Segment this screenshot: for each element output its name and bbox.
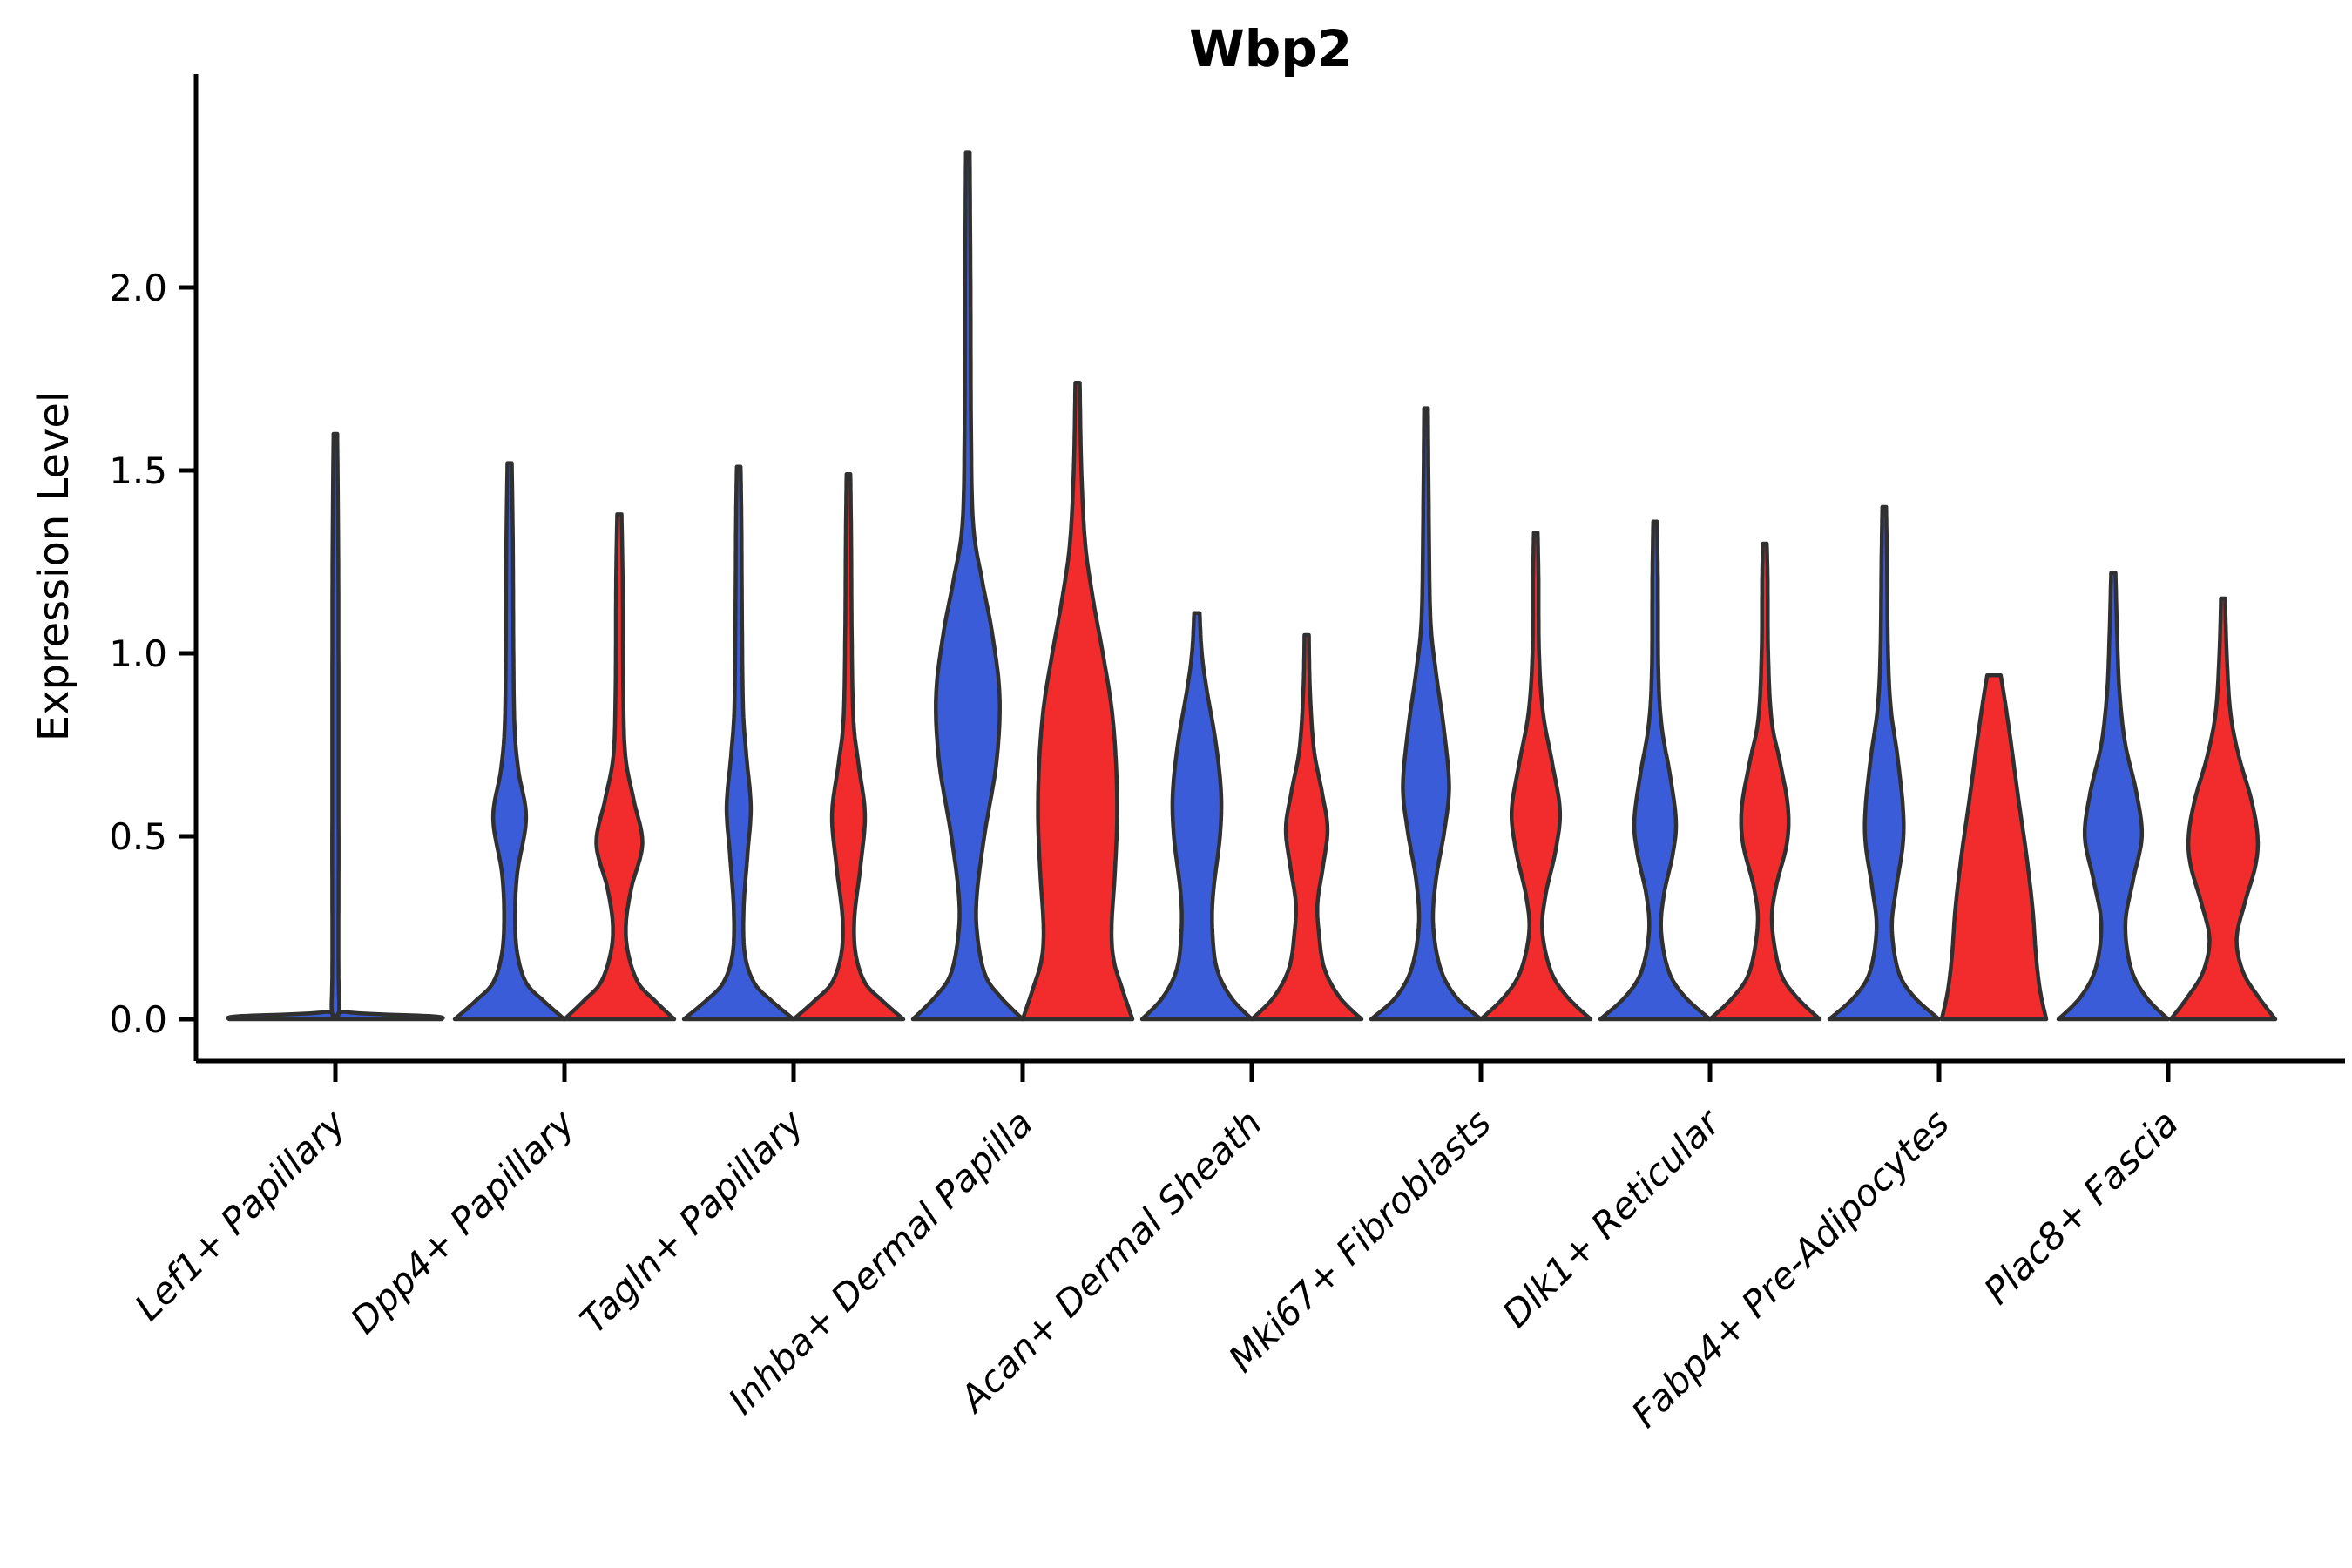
violin-mki67-fibroblasts-red bbox=[1478, 531, 1593, 1022]
y-tick-label: 2.0 bbox=[109, 267, 167, 309]
x-category-label: Lef1+ Papillary bbox=[126, 1101, 355, 1329]
violin-inhba-dermal-papilla-blue bbox=[910, 150, 1025, 1022]
violin-tagln-papillary-blue bbox=[681, 464, 796, 1022]
x-category-label: Plac8+ Fascia bbox=[1976, 1101, 2186, 1312]
violin-dlk1-reticular-blue bbox=[1598, 519, 1713, 1022]
y-axis-label: Expression Level bbox=[30, 390, 78, 742]
violin-plac8-fascia-blue bbox=[2056, 571, 2171, 1022]
violin-mki67-fibroblasts-blue bbox=[1369, 406, 1484, 1022]
chart-title: Wbp2 bbox=[1188, 19, 1353, 78]
y-tick-label: 0.0 bbox=[109, 998, 167, 1041]
violin-dpp4-papillary-blue bbox=[452, 461, 567, 1022]
violin-fabp4-pre-adipocytes-red bbox=[1939, 672, 2049, 1022]
violin-plac8-fascia-red bbox=[2168, 596, 2278, 1022]
violin-acan-dermal-sheath-blue bbox=[1139, 611, 1254, 1022]
violin-dpp4-papillary-red bbox=[562, 512, 677, 1022]
x-category-label: Tagln+ Papillary bbox=[571, 1101, 813, 1342]
violin-inhba-dermal-papilla-red bbox=[1020, 380, 1135, 1022]
y-tick-label: 0.5 bbox=[109, 815, 167, 858]
violin-fabp4-pre-adipocytes-blue bbox=[1827, 504, 1942, 1022]
x-category-label: Dpp4+ Papillary bbox=[342, 1101, 584, 1342]
x-category-label: Mki67+ Fibroblasts bbox=[1220, 1101, 1499, 1380]
y-tick-label: 1.0 bbox=[109, 632, 167, 675]
violin-tagln-papillary-red bbox=[791, 471, 906, 1022]
violin-lef1-papillary-blue bbox=[226, 431, 445, 1022]
violin-acan-dermal-sheath-red bbox=[1249, 632, 1364, 1022]
y-tick-label: 1.5 bbox=[109, 449, 167, 492]
violin-dlk1-reticular-red bbox=[1707, 541, 1822, 1022]
x-category-label: Dlk1+ Reticular bbox=[1494, 1099, 1730, 1335]
